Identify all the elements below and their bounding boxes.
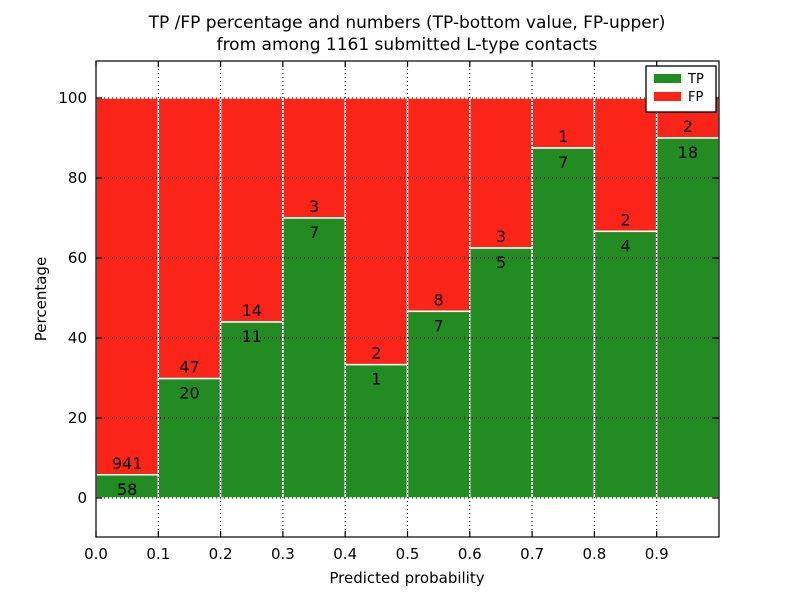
bar-fp-segment [95, 97, 160, 476]
x-tick-label: 0.3 [271, 545, 295, 563]
axis-ticks: 0 20 40 60 80 100 0.0 0.1 0.2 0.3 0.4 0.5 0.6 0.7 0.8 0… [58, 61, 719, 563]
x-tick-label: 0.5 [396, 545, 420, 563]
tp-count-label: 20 [179, 384, 199, 403]
y-tick-label: 40 [68, 329, 87, 347]
fp-count-label: 2 [683, 117, 693, 136]
tp-count-label: 11 [242, 327, 262, 346]
y-tick-label: 20 [68, 409, 87, 427]
legend-box [645, 65, 717, 113]
bar-tp-segment [157, 377, 222, 499]
bar-fp-segment [531, 97, 596, 149]
fp-count-label: 8 [434, 290, 444, 309]
x-tick-label: 0.8 [582, 545, 606, 563]
x-tick-label: 0.1 [146, 545, 170, 563]
legend-swatch-tp [654, 74, 681, 83]
x-tick-label: 0.4 [333, 545, 357, 563]
tp-count-label: 7 [309, 223, 319, 242]
y-tick-label: 80 [68, 169, 87, 187]
bar-tp-segment [406, 310, 471, 499]
bar-tp-segment [469, 247, 533, 499]
y-axis-label: Percentage [32, 257, 50, 341]
fp-count-label: 47 [179, 358, 199, 377]
bar-tp-segment [219, 321, 284, 499]
tp-count-label: 58 [117, 480, 137, 499]
x-axis-label: Predicted probability [329, 569, 484, 587]
fp-count-label: 2 [371, 344, 381, 363]
fp-count-label: 2 [620, 210, 630, 229]
chart-title-line1: TP /FP percentage and numbers (TP-bottom… [148, 13, 666, 33]
x-tick-label: 0.9 [645, 545, 669, 563]
y-tick-label: 0 [77, 489, 87, 507]
y-tick-label: 100 [58, 89, 87, 107]
fp-count-label: 1 [558, 127, 568, 146]
chart-title-line2: from among 1161 submitted L-type contact… [217, 35, 598, 55]
tp-count-label: 5 [496, 253, 506, 272]
x-tick-label: 0.0 [84, 545, 108, 563]
bar-tp-segment [282, 217, 346, 499]
bar-fp-segment [344, 97, 409, 366]
x-tick-label: 0.2 [209, 545, 233, 563]
bar-fp-segment [406, 97, 471, 313]
tp-count-label: 1 [371, 370, 381, 389]
y-tick-label: 60 [68, 249, 87, 267]
fp-count-label: 3 [496, 227, 506, 246]
fp-count-label: 941 [112, 454, 143, 473]
x-tick-label: 0.7 [520, 545, 544, 563]
bar-tp-segment [344, 363, 409, 499]
tp-count-label: 7 [558, 153, 568, 172]
legend: TP FP [645, 65, 717, 113]
tp-count-label: 7 [434, 316, 444, 335]
x-tick-label: 0.6 [458, 545, 482, 563]
legend-label-fp: FP [688, 90, 703, 105]
bar-fp-segment [469, 97, 533, 249]
gridlines [96, 61, 719, 537]
tp-count-label: 18 [678, 143, 698, 162]
bar-fp-segment [157, 97, 222, 380]
legend-swatch-fp [654, 92, 681, 101]
bars [95, 97, 720, 499]
bar-tp-segment [531, 147, 596, 499]
bar-fp-segment [219, 97, 284, 323]
fp-count-label: 14 [242, 301, 262, 320]
bar-tp-segment [655, 137, 720, 499]
fp-count-label: 3 [309, 197, 319, 216]
legend-label-tp: TP [687, 72, 704, 87]
tp-count-label: 4 [620, 236, 630, 255]
bar-fp-segment [593, 97, 658, 233]
bar-tp-segment [593, 230, 658, 499]
